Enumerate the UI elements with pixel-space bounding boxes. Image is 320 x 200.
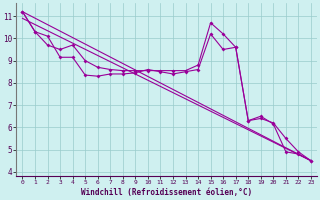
X-axis label: Windchill (Refroidissement éolien,°C): Windchill (Refroidissement éolien,°C) (81, 188, 252, 197)
